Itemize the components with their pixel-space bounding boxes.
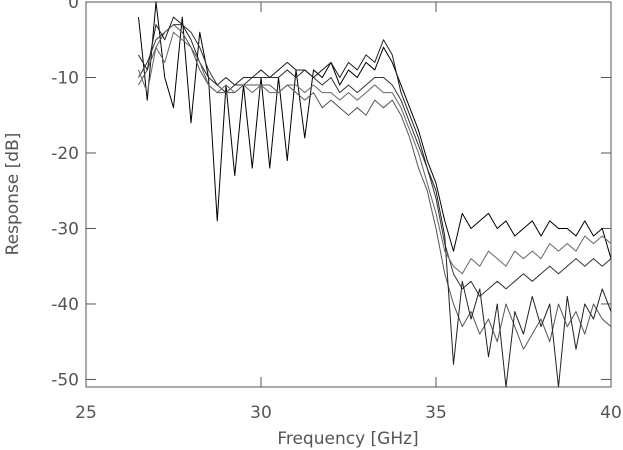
y-tick-label: -20 (51, 144, 79, 164)
x-axis-label: Frequency [GHz] (277, 429, 418, 449)
series-line (138, 16, 612, 388)
plot-frame (85, 1, 612, 388)
y-tick-label: -30 (51, 219, 79, 239)
y-tick-label: 0 (68, 0, 79, 13)
series-line (138, 31, 612, 275)
x-tick-label: 40 (600, 403, 622, 423)
x-tick-label: 30 (250, 403, 272, 423)
y-tick-label: -10 (51, 68, 79, 88)
x-tick-label: 35 (425, 403, 447, 423)
y-tick-label: -50 (51, 370, 79, 390)
series-line (138, 1, 612, 259)
x-tick-label: 25 (75, 403, 97, 423)
series-line (138, 24, 612, 350)
y-tick-label: -40 (51, 295, 79, 315)
y-axis-label: Response [dB] (3, 133, 23, 256)
series-line (138, 24, 612, 297)
